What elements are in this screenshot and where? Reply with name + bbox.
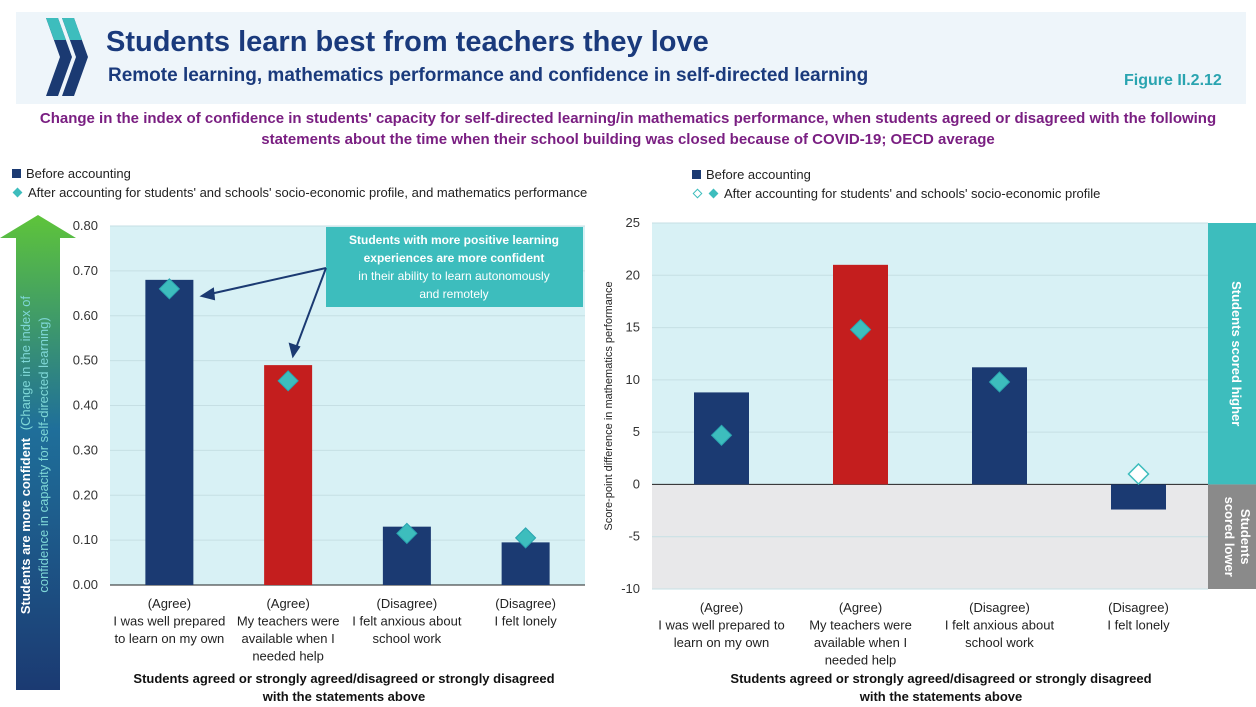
bar [1111,484,1166,510]
x-category-label: learn on my own [674,635,769,650]
left-legend-after: After accounting for students' and schoo… [12,185,587,200]
callout-line2: experiences are more confident [364,251,545,265]
x-category-label: available when I [242,631,335,646]
scored-lower-band [1208,484,1256,589]
x-category-label: school work [965,635,1034,650]
oecd-logo-icon [46,18,88,96]
y-tick-label: 0.40 [73,398,98,413]
y-tick-label: 15 [626,320,640,335]
x-category-label: (Agree) [839,600,882,615]
page-subtitle: Remote learning, mathematics performance… [108,65,869,86]
callout-line3: in their ability to learn autonomously [358,269,549,283]
x-category-label: needed help [825,653,897,668]
svg-text:Students are more confident: Students are more confident (Change in t… [18,295,33,614]
y-tick-label: -10 [621,581,640,596]
diamond-marker [710,424,733,446]
y-tick-label: 0.80 [73,218,98,233]
x-category-label: needed help [252,649,324,664]
header-banner: Students learn best from teachers they l… [16,12,1246,104]
x-category-label: I felt anxious about [945,618,1055,633]
x-category-label: (Agree) [266,596,309,611]
x-category-label: (Disagree) [377,596,438,611]
diamond-marker [158,278,181,300]
left-legend-before: Before accounting [12,166,131,181]
legend-square-icon [12,169,21,178]
bar [145,279,194,585]
x-category-label: I felt anxious about [352,614,462,629]
y-axis-arrow-line2: confidence in capacity for self-directed… [36,317,51,592]
x-category-label: I was well prepared [113,614,225,629]
y-tick-label: 0.30 [73,442,98,457]
bar [833,264,888,485]
scored-higher-band [1208,223,1256,485]
x-axis-title-line2: with the statements above [262,689,426,704]
x-category-label: (Disagree) [495,596,556,611]
y-tick-label: 0.50 [73,353,98,368]
scored-lower-label-line2: scored lower [1222,497,1237,577]
x-axis-title-line2: with the statements above [859,689,1023,704]
x-category-label: to learn on my own [114,631,224,646]
x-category-label: school work [373,631,442,646]
y-tick-label: 10 [626,372,640,387]
scored-higher-label: Students scored higher [1229,281,1244,426]
diamond-marker [514,527,537,549]
x-category-label: My teachers were [809,618,912,633]
y-axis-arrow-bold: Students are more confident [18,437,33,614]
bar [501,542,550,585]
legend-label: Before accounting [706,167,811,182]
x-category-label: available when I [814,635,907,650]
scored-lower-label-line1: Students [1238,509,1253,565]
y-tick-label: 5 [633,424,640,439]
x-category-label: I felt lonely [1107,618,1170,633]
x-category-label: I was well prepared to [658,618,784,633]
legend-label: Before accounting [26,166,131,181]
x-category-label: (Disagree) [969,600,1030,615]
diamond-marker [277,370,299,392]
legend-label: After accounting for students' and schoo… [724,186,1101,201]
y-tick-label: 0.60 [73,308,98,323]
diamond-marker [396,522,418,545]
y-tick-label: 0.00 [73,577,98,592]
diamond-marker [1127,462,1150,486]
y-tick-label: -5 [628,529,640,544]
y-tick-label: 0.10 [73,532,98,547]
callout-arrows [199,267,327,359]
figure-label: Figure II.2.12 [1124,72,1222,89]
legend-label: After accounting for students' and schoo… [28,185,588,200]
y-tick-label: 0 [633,476,640,491]
right-chart: -10 -5 0 5 10 15 20 25 (Agree) I was well prepare… [603,215,1256,704]
y-tick-label: 0.20 [73,487,98,502]
x-category-label: (Agree) [700,600,743,615]
y-axis-arrow-rest: (Change in the index of [18,295,33,430]
legend-square-icon [692,170,701,179]
diamond-marker [849,318,872,341]
page-title: Students learn best from teachers they l… [106,26,709,58]
y-axis-arrow: Students are more confident (Change in t… [0,215,76,690]
diamond-marker [988,371,1011,393]
callout-line1: Students with more positive learning [349,233,559,247]
bar [264,365,313,585]
callout-line4: and remotely [419,287,488,301]
x-axis-title-line1: Students agreed or strongly agreed/disag… [133,671,554,686]
y-tick-label: 0.70 [73,263,98,278]
y-tick-label: 25 [626,215,640,230]
x-category-label: (Agree) [148,596,191,611]
right-legend-before: Before accounting [692,167,811,182]
callout-box: Students with more positive learning exp… [326,227,583,307]
y-axis-title: Score-point difference in mathematics pe… [603,281,615,530]
x-category-label: I felt lonely [495,614,558,629]
x-axis-title-line1: Students agreed or strongly agreed/disag… [730,671,1151,686]
right-legend-after: After accounting for students' and schoo… [692,186,1100,201]
x-category-label: (Disagree) [1108,600,1169,615]
y-tick-label: 20 [626,267,640,282]
x-category-label: My teachers were [237,614,340,629]
chart-description: Change in the index of confidence in stu… [39,110,1217,148]
